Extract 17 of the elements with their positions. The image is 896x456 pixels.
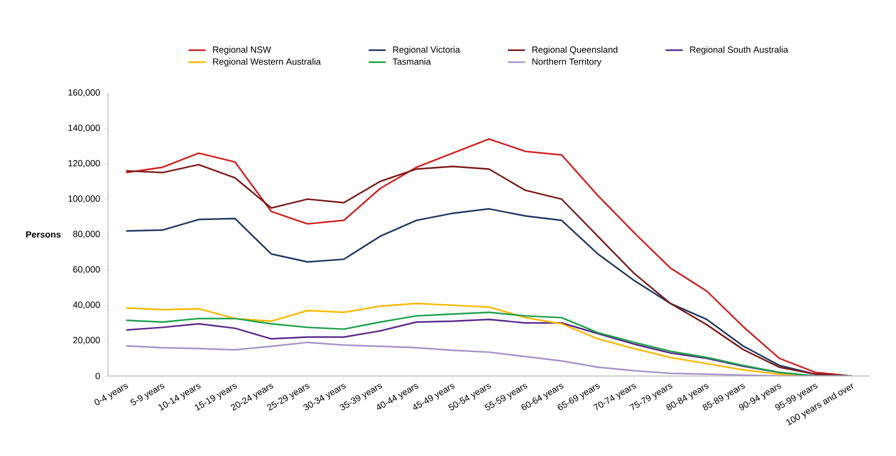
y-tick-label: 40,000 [73, 302, 100, 309]
y-tick-label: 100,000 [68, 195, 100, 203]
legend-label: Regional Western Australia [213, 58, 321, 67]
y-tick-label: 160,000 [68, 89, 100, 97]
legend-label: Regional South Australia [690, 46, 788, 55]
legend-label: Regional NSW [213, 46, 272, 55]
y-tick-label: 20,000 [73, 336, 100, 344]
y-axis-title: Persons [26, 231, 61, 238]
y-tick-label: 140,000 [68, 124, 100, 132]
y-tick-label: 80,000 [73, 230, 100, 238]
legend-label: Regional Victoria [393, 46, 460, 55]
legend-label: Tasmania [392, 58, 431, 65]
y-tick-label: 120,000 [68, 160, 100, 168]
legend-label: Northern Territory [532, 58, 602, 67]
y-tick-label: 60,000 [73, 266, 100, 274]
legend-label: Regional Queensland [532, 46, 618, 55]
y-tick-label: 0 [96, 372, 100, 380]
